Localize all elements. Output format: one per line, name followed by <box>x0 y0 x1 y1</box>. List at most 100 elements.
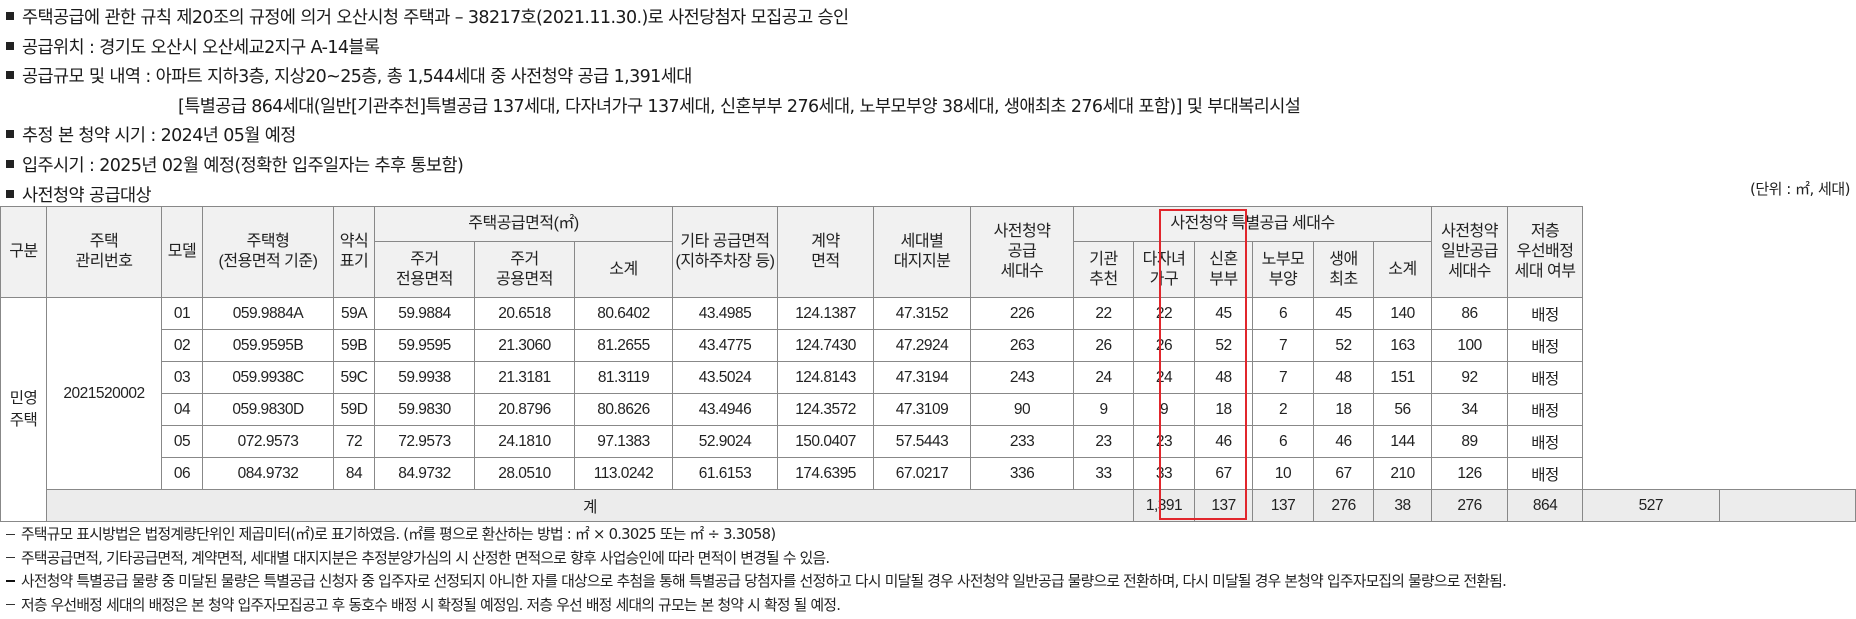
cell-elderly: 6 <box>1252 297 1315 330</box>
cell-presale: 336 <box>970 457 1075 490</box>
cell-abbr: 59C <box>333 361 375 394</box>
header-institution: 기관 추천 <box>1073 241 1135 298</box>
header-row-2: 주거 전용면적 주거 공용면적 소계 기관 추천 다자녀 가구 신혼 부부 노부모 부양 생… <box>1 241 1856 298</box>
header-presale-units: 사전청약 공급 세대수 <box>970 206 1075 298</box>
cell-contract-area: 174.6395 <box>777 457 875 490</box>
cell-common: 21.3181 <box>474 361 575 394</box>
cell-abbr: 59B <box>333 329 375 362</box>
cell-elderly: 6 <box>1252 425 1315 458</box>
footnotes: 주택규모 표시방법은 법정계량단위인 제곱미터(㎡)로 표기하였음. (㎡를 평… <box>6 523 1851 617</box>
cell-newlywed: 52 <box>1194 329 1254 362</box>
header-contract-area: 계약 면적 <box>777 206 875 298</box>
table-row: 06 084.9732 84 84.9732 28.0510 113.0242 61.615… <box>1 457 1856 490</box>
cell-low-floor: 배정 <box>1507 297 1584 330</box>
total-presale: 1,391 <box>1133 489 1196 522</box>
header-low-floor: 저층 우선배정 세대 여부 <box>1507 206 1584 298</box>
header-multi-child: 다자녀 가구 <box>1133 241 1196 298</box>
cell-other-area: 43.5024 <box>672 361 779 394</box>
total-newlywed: 276 <box>1313 489 1375 522</box>
dash-icon <box>6 580 15 582</box>
total-institution: 137 <box>1194 489 1254 522</box>
cell-subtotal: 81.3119 <box>573 361 674 394</box>
cell-exclusive: 84.9732 <box>374 457 475 490</box>
bullet-scale: 공급규모 및 내역 : 아파트 지하3층, 지상20~25층, 총 1,544세… <box>6 63 1846 93</box>
cell-newlywed: 18 <box>1194 393 1254 426</box>
cell-contract-area: 124.3572 <box>777 393 875 426</box>
cell-low-floor: 배정 <box>1507 393 1584 426</box>
cell-newlywed: 45 <box>1194 297 1254 330</box>
cell-low-floor: 배정 <box>1507 457 1584 490</box>
square-bullet-icon <box>6 41 14 50</box>
cell-land-share: 67.0217 <box>873 457 972 490</box>
header-mgmt-no: 주택 관리번호 <box>46 206 162 298</box>
cell-model: 04 <box>161 393 203 426</box>
cell-type: 059.9884A <box>202 297 334 330</box>
cell-general: 100 <box>1431 329 1509 362</box>
cell-first-time: 52 <box>1313 329 1375 362</box>
cell-model: 05 <box>161 425 203 458</box>
cell-mgmt-no: 2021520002 <box>46 297 162 490</box>
total-special-subtotal: 864 <box>1507 489 1584 522</box>
total-row: 계 1,391 137 137 276 38 276 864 527 <box>1 489 1856 522</box>
bullet-supply-target: 사전청약 공급대상 <box>6 182 1846 212</box>
cell-common: 28.0510 <box>474 457 575 490</box>
cell-presale: 233 <box>970 425 1075 458</box>
dash-icon <box>6 557 15 558</box>
unit-note: (단위 : ㎡, 세대) <box>1749 180 1851 198</box>
cell-exclusive: 59.9884 <box>374 297 475 330</box>
square-bullet-icon <box>6 130 14 139</box>
cell-abbr: 59A <box>333 297 375 330</box>
cell-contract-area: 150.0407 <box>777 425 875 458</box>
cell-institution: 24 <box>1073 361 1135 394</box>
cell-low-floor: 배정 <box>1507 425 1584 458</box>
cell-institution: 22 <box>1073 297 1135 330</box>
table-row: 05 072.9573 72 72.9573 24.1810 97.1383 52.9024… <box>1 425 1856 458</box>
total-label: 계 <box>45 489 1135 522</box>
cell-special-subtotal: 56 <box>1373 393 1433 426</box>
cell-general: 89 <box>1431 425 1509 458</box>
cell-common: 20.8796 <box>474 393 575 426</box>
cell-model: 01 <box>161 297 203 330</box>
cell-general: 86 <box>1431 297 1509 330</box>
header-special-supply: 사전청약 특별공급 세대수 <box>1073 206 1433 242</box>
cell-multi-child: 22 <box>1133 297 1196 330</box>
footnote-area-change: 주택공급면적, 기타공급면적, 계약면적, 세대별 대지지분은 추정분양가심의 … <box>6 547 1851 571</box>
cell-newlywed: 46 <box>1194 425 1254 458</box>
total-multi-child: 137 <box>1252 489 1315 522</box>
footnote-low-floor: 저층 우선배정 세대의 배정은 본 청약 입주자모집공고 후 동호수 배정 시 … <box>6 594 1851 618</box>
cell-institution: 9 <box>1073 393 1135 426</box>
bullet-approval: 주택공급에 관한 규칙 제20조의 규정에 의거 오산시청 주택과 – 3821… <box>6 4 1846 34</box>
cell-subtotal: 80.6402 <box>573 297 674 330</box>
header-row-1: 구분 주택 관리번호 모델 주택형 (전용면적 기준) 약식 표기 주택공급면적(㎡)… <box>0 206 1856 298</box>
cell-exclusive: 59.9595 <box>374 329 475 362</box>
header-general-units: 사전청약 일반공급 세대수 <box>1431 206 1509 298</box>
square-bullet-icon <box>6 71 14 80</box>
cell-exclusive: 72.9573 <box>374 425 475 458</box>
cell-special-subtotal: 151 <box>1373 361 1433 394</box>
header-common: 주거 공용면적 <box>474 241 575 298</box>
cell-other-area: 61.6153 <box>672 457 779 490</box>
cell-land-share: 47.3109 <box>873 393 972 426</box>
cell-model: 06 <box>161 457 203 490</box>
footnote-shortfall: 사전청약 특별공급 물량 중 미달된 물량은 특별공급 신청자 중 입주자로 선… <box>6 570 1851 594</box>
cell-elderly: 7 <box>1252 361 1315 394</box>
cell-general: 34 <box>1431 393 1509 426</box>
cell-special-subtotal: 210 <box>1373 457 1433 490</box>
header-newlywed: 신혼 부부 <box>1194 241 1254 298</box>
square-bullet-icon <box>6 159 14 168</box>
cell-other-area: 43.4775 <box>672 329 779 362</box>
cell-presale: 243 <box>970 361 1075 394</box>
cell-multi-child: 26 <box>1133 329 1196 362</box>
cell-first-time: 45 <box>1313 297 1375 330</box>
cell-type: 084.9732 <box>202 457 334 490</box>
cell-type: 059.9938C <box>202 361 334 394</box>
cell-contract-area: 124.7430 <box>777 329 875 362</box>
cell-land-share: 57.5443 <box>873 425 972 458</box>
cell-exclusive: 59.9830 <box>374 393 475 426</box>
cell-type: 059.9595B <box>202 329 334 362</box>
cell-special-subtotal: 163 <box>1373 329 1433 362</box>
cell-elderly: 7 <box>1252 329 1315 362</box>
header-elderly: 노부모 부양 <box>1252 241 1315 298</box>
cell-abbr: 59D <box>333 393 375 426</box>
square-bullet-icon <box>6 189 14 198</box>
